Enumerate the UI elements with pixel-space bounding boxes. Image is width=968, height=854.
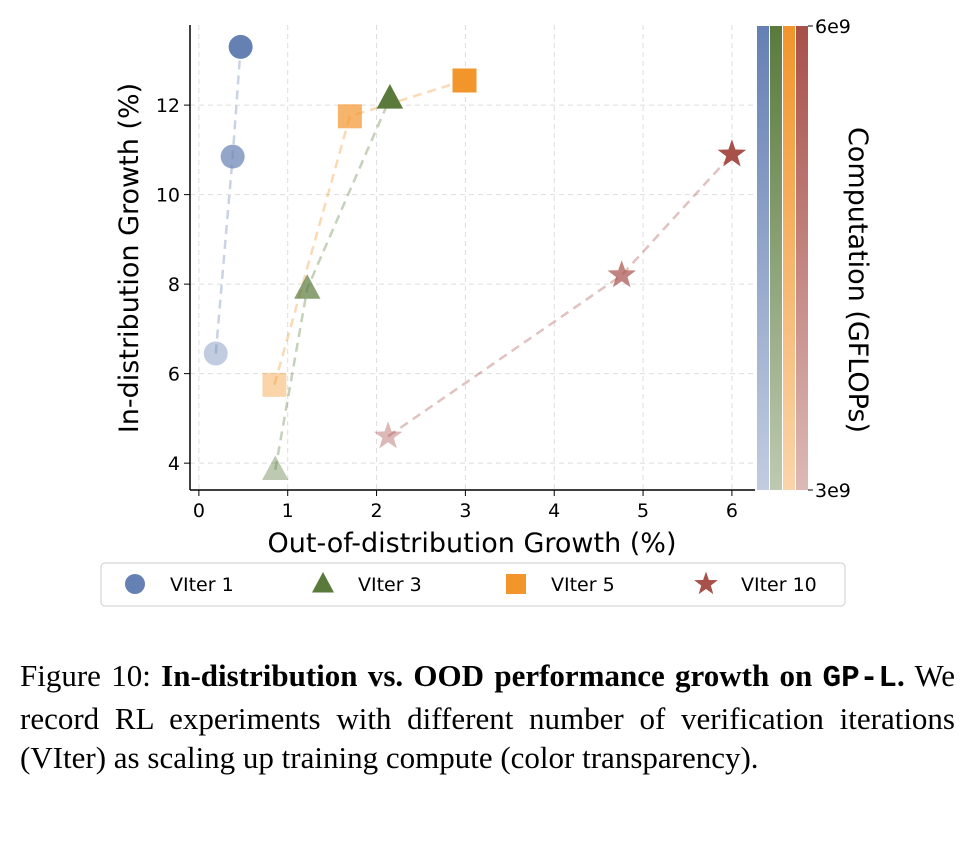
line-viter-1: [214, 46, 242, 354]
point-viter-10: [717, 139, 747, 167]
grid: [190, 25, 755, 490]
y-tick-label: 12: [156, 95, 180, 117]
x-tick-label: 6: [726, 500, 738, 522]
colorbar-strip-viter-1: [757, 26, 769, 490]
colorbar-max-label: 6e9: [815, 16, 851, 38]
caption-bold-end: .: [896, 658, 905, 693]
caption-bold: In-distribution vs. OOD performance grow…: [161, 658, 823, 693]
point-viter-3: [294, 274, 321, 299]
x-tick-label: 3: [459, 500, 471, 522]
axes: [184, 25, 755, 496]
legend-label-viter-3: VIter 3: [358, 574, 422, 596]
colorbar: [757, 25, 813, 491]
legend-marker-viter-5: [506, 574, 526, 594]
point-viter-5: [262, 372, 287, 397]
data-points: [203, 34, 747, 481]
colorbar-strip-viter-3: [770, 26, 782, 490]
colorbar-strip-viter-5: [783, 26, 795, 490]
point-viter-3: [262, 455, 289, 481]
legend: VIter 1 VIter 3 VIter 5 VIter 10: [125, 571, 817, 596]
x-tick-label: 2: [371, 500, 383, 522]
y-tick-label: 10: [156, 185, 180, 207]
x-axis-label: Out-of-distribution Growth (%): [268, 528, 677, 559]
point-viter-5: [337, 104, 362, 129]
y-tick-label: 6: [168, 364, 180, 386]
legend-marker-viter-10: [694, 571, 718, 595]
legend-marker-viter-1: [125, 574, 145, 594]
series-lines: [214, 46, 733, 471]
point-viter-10: [373, 421, 403, 449]
point-viter-5: [452, 68, 477, 93]
figure-caption: Figure 10: In-distribution vs. OOD perfo…: [20, 656, 955, 778]
colorbar-min-label: 3e9: [815, 480, 851, 502]
legend-label-viter-5: VIter 5: [551, 574, 615, 596]
line-viter-5: [273, 79, 465, 386]
y-axis-label: In-distribution Growth (%): [114, 83, 145, 433]
caption-prefix: Figure 10:: [20, 658, 162, 693]
x-tick-label: 1: [282, 500, 294, 522]
caption-text: We record RL experiments with different …: [20, 658, 955, 775]
legend-label-viter-10: VIter 10: [741, 574, 817, 596]
colorbar-strip-viter-10: [796, 26, 808, 490]
legend-box: [100, 562, 846, 607]
x-tick-label: 5: [637, 500, 649, 522]
y-tick-label: 4: [168, 453, 180, 475]
point-viter-10: [607, 260, 636, 288]
legend-marker-viter-3: [312, 572, 334, 593]
y-tick-label: 8: [168, 274, 180, 296]
line-viter-10: [387, 153, 733, 438]
point-viter-1: [203, 341, 228, 366]
point-viter-1: [228, 34, 253, 59]
x-tick-label: 0: [193, 500, 205, 522]
colorbar-label: Computation (GFLOPs): [842, 127, 873, 433]
point-viter-1: [220, 144, 245, 169]
legend-label-viter-1: VIter 1: [170, 574, 234, 596]
caption-dataset: GP-L: [822, 661, 897, 696]
x-tick-label: 4: [548, 500, 560, 522]
point-viter-3: [376, 83, 404, 109]
